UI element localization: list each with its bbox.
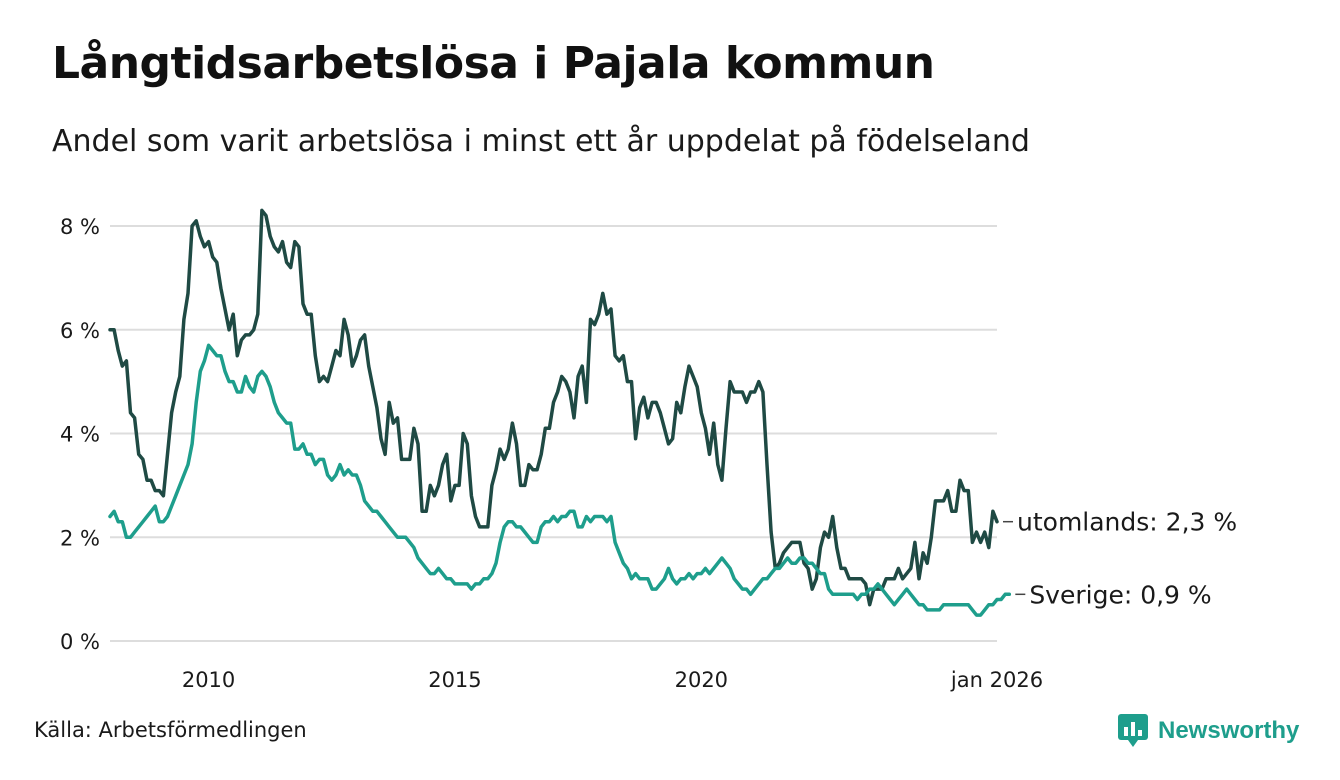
series-line-sverige [108, 343, 1012, 617]
series-layer [108, 208, 1012, 617]
x-tick-label: jan 2026 [950, 668, 1043, 692]
brand-name: Newsworthy [1158, 717, 1300, 744]
x-tick-label: 2010 [182, 668, 235, 692]
end-label-utomlands: utomlands: 2,3 % [1017, 508, 1237, 537]
y-tick-label: 6 % [60, 319, 100, 343]
y-tick-label: 2 % [60, 526, 100, 550]
grid-layer [110, 225, 997, 642]
y-tick-label: 8 % [60, 215, 100, 239]
y-tick-label: 0 % [60, 630, 100, 654]
newsworthy-logo[interactable]: Newsworthy [1118, 714, 1299, 748]
x-tick-label: 2015 [428, 668, 481, 692]
chart-title: Långtidsarbetslösa i Pajala kommun [52, 38, 935, 89]
series-line-utomlands [108, 208, 999, 607]
newsworthy-logo-icon [1118, 714, 1148, 747]
y-tick-label: 4 % [60, 423, 100, 447]
end-label-layer: utomlands: 2,3 % Sverige: 0,9 % [1003, 508, 1237, 609]
line-chart: 0 % 2 % 4 % 6 % 8 % 2010 2015 2020 jan 2026 utom… [60, 208, 1237, 692]
end-label-sverige: Sverige: 0,9 % [1029, 580, 1211, 609]
source-note: Källa: Arbetsförmedlingen [34, 718, 307, 742]
x-tick-label: 2020 [675, 668, 728, 692]
axis-layer: 0 % 2 % 4 % 6 % 8 % 2010 2015 2020 jan 2026 [60, 215, 1043, 692]
chart-subtitle: Andel som varit arbetslösa i minst ett å… [52, 124, 1030, 159]
